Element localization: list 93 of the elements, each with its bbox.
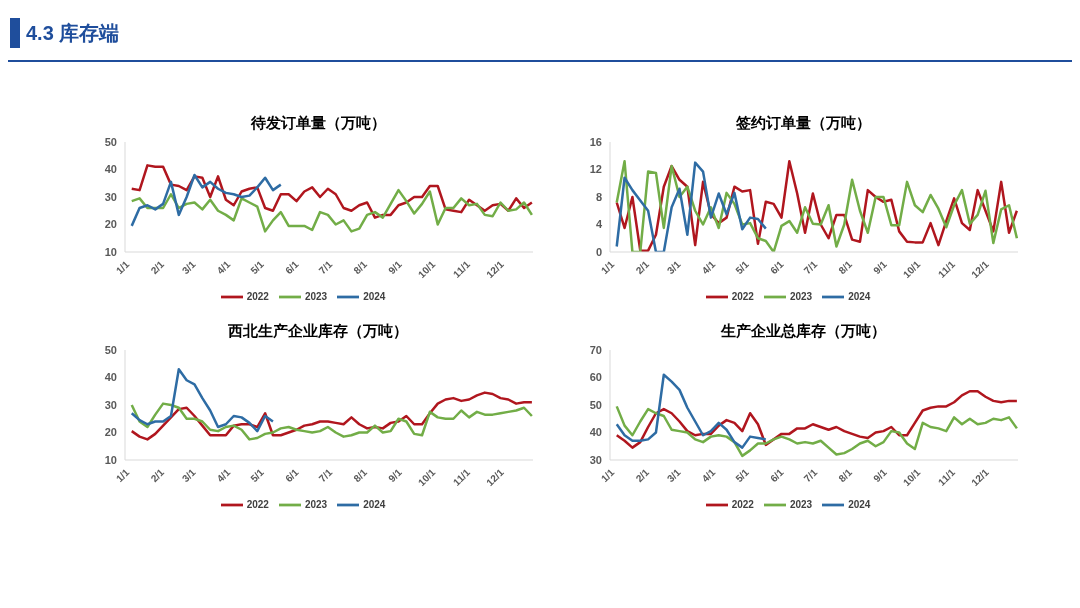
x-tick-label: 9/1 xyxy=(386,258,405,277)
y-tick-label: 50 xyxy=(104,343,117,356)
y-tick-label: 40 xyxy=(589,426,602,439)
y-tick-label: 50 xyxy=(104,135,117,148)
y-tick-label: 40 xyxy=(104,163,117,176)
x-tick-label: 1/1 xyxy=(113,258,132,277)
y-tick-label: 10 xyxy=(104,245,117,258)
y-tick-label: 12 xyxy=(589,163,602,176)
y-tick-label: 10 xyxy=(104,453,117,466)
x-tick-label: 10/1 xyxy=(415,466,438,489)
y-tick-label: 8 xyxy=(595,190,602,203)
x-tick-label: 12/1 xyxy=(969,466,992,489)
line-series xyxy=(615,390,1018,449)
x-tick-label: 3/1 xyxy=(179,466,198,485)
chart-title: 签约订单量（万吨） xyxy=(734,114,872,133)
x-tick-label: 4/1 xyxy=(214,258,233,277)
line-series xyxy=(130,368,275,433)
x-tick-label: 12/1 xyxy=(969,258,992,281)
x-tick-label: 6/1 xyxy=(283,258,301,277)
y-tick-label: 4 xyxy=(595,218,603,231)
x-tick-label: 8/1 xyxy=(836,258,855,277)
legend-label: 2023 xyxy=(789,290,813,302)
x-tick-label: 9/1 xyxy=(871,466,890,485)
legend-label: 2022 xyxy=(246,290,269,302)
y-tick-label: 40 xyxy=(104,371,117,384)
x-tick-label: 9/1 xyxy=(386,466,405,485)
legend-label: 2024 xyxy=(363,498,386,510)
chart-title: 生产企业总库存（万吨） xyxy=(719,322,887,341)
legend-label: 2023 xyxy=(304,290,328,302)
x-tick-label: 5/1 xyxy=(733,258,752,277)
x-tick-label: 10/1 xyxy=(415,258,438,281)
x-tick-label: 2/1 xyxy=(148,466,167,485)
chart-title: 西北生产企业库存（万吨） xyxy=(227,322,409,341)
y-tick-label: 0 xyxy=(595,245,602,258)
x-tick-label: 10/1 xyxy=(900,466,923,489)
x-tick-label: 1/1 xyxy=(598,466,617,485)
line-series xyxy=(615,373,768,449)
line-series xyxy=(130,402,533,441)
x-tick-label: 1/1 xyxy=(598,258,617,277)
x-tick-label: 6/1 xyxy=(283,466,301,485)
x-tick-label: 11/1 xyxy=(936,258,958,280)
x-tick-label: 5/1 xyxy=(733,466,752,485)
y-tick-label: 60 xyxy=(589,371,602,384)
y-tick-label: 30 xyxy=(104,190,117,203)
line-series xyxy=(130,188,533,233)
x-tick-label: 11/1 xyxy=(936,466,958,488)
line-series xyxy=(615,405,1018,458)
legend-label: 2024 xyxy=(848,290,871,302)
legend-label: 2022 xyxy=(246,498,269,510)
legend-label: 2023 xyxy=(789,498,813,510)
x-tick-label: 2/1 xyxy=(633,466,652,485)
y-tick-label: 20 xyxy=(104,426,117,439)
x-tick-label: 8/1 xyxy=(836,466,855,485)
x-tick-label: 6/1 xyxy=(768,466,786,485)
x-tick-label: 2/1 xyxy=(148,258,167,277)
x-tick-label: 12/1 xyxy=(484,258,507,281)
x-tick-label: 1/1 xyxy=(113,466,132,485)
x-tick-label: 8/1 xyxy=(351,466,370,485)
x-tick-label: 3/1 xyxy=(179,258,198,277)
x-tick-label: 4/1 xyxy=(699,466,718,485)
x-tick-label: 9/1 xyxy=(871,258,890,277)
y-tick-label: 70 xyxy=(589,343,602,356)
x-tick-label: 6/1 xyxy=(768,258,786,277)
y-tick-label: 30 xyxy=(104,398,117,411)
text: 4.3 库存端 xyxy=(26,21,120,46)
line-series xyxy=(615,161,768,252)
legend-label: 2024 xyxy=(848,498,871,510)
y-tick-label: 16 xyxy=(589,135,602,148)
x-tick-label: 12/1 xyxy=(484,466,507,489)
legend-label: 2023 xyxy=(304,498,328,510)
x-tick-label: 7/1 xyxy=(801,258,820,277)
y-tick-label: 20 xyxy=(104,218,117,231)
x-tick-label: 4/1 xyxy=(699,258,718,277)
chart-title: 待发订单量（万吨） xyxy=(249,114,387,133)
y-tick-label: 30 xyxy=(589,453,602,466)
x-tick-label: 8/1 xyxy=(351,258,370,277)
x-tick-label: 7/1 xyxy=(316,258,335,277)
x-tick-label: 5/1 xyxy=(248,466,267,485)
x-tick-label: 3/1 xyxy=(664,466,683,485)
x-tick-label: 2/1 xyxy=(633,258,652,277)
x-tick-label: 10/1 xyxy=(900,258,923,281)
legend-label: 2022 xyxy=(731,290,754,302)
x-tick-label: 4/1 xyxy=(214,466,233,485)
x-tick-label: 11/1 xyxy=(451,466,473,488)
y-tick-label: 50 xyxy=(589,398,602,411)
x-tick-label: 7/1 xyxy=(801,466,820,485)
x-tick-label: 3/1 xyxy=(664,258,683,277)
x-tick-label: 5/1 xyxy=(248,258,267,277)
legend-label: 2022 xyxy=(731,498,754,510)
legend-label: 2024 xyxy=(363,290,386,302)
x-tick-label: 11/1 xyxy=(451,258,473,280)
line-series xyxy=(130,173,283,228)
x-tick-label: 7/1 xyxy=(316,466,335,485)
